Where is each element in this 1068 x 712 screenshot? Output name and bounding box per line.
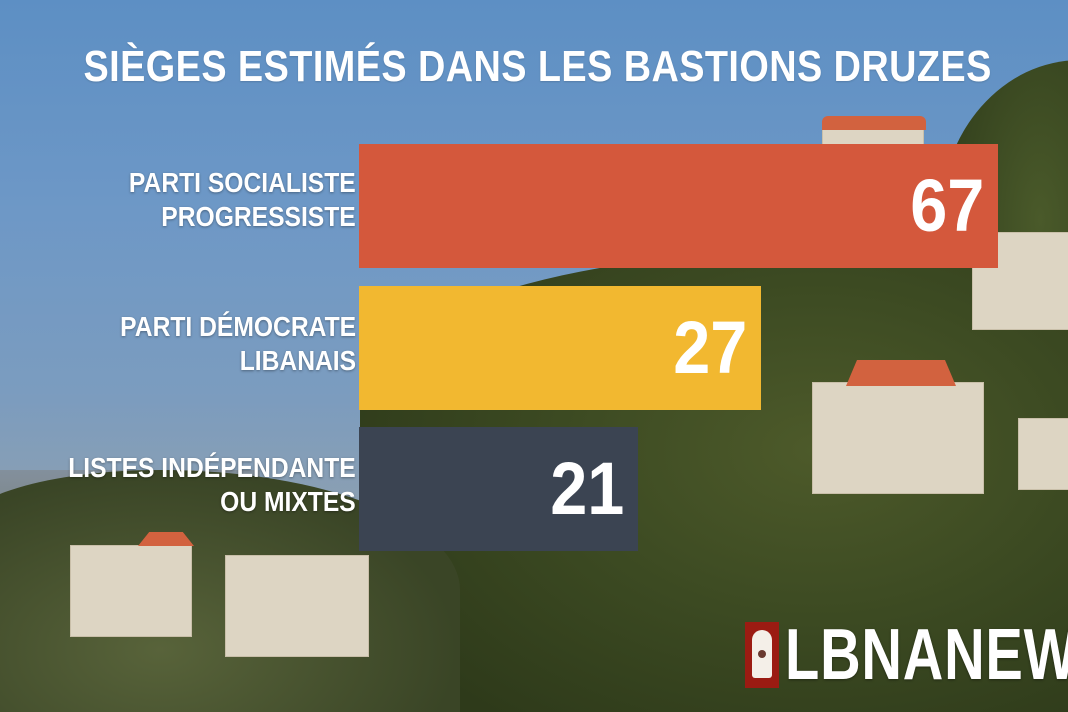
bar-label-line1: PARTI SOCIALISTE <box>129 167 356 198</box>
bar-label: PARTI DÉMOCRATE LIBANAIS <box>120 310 356 378</box>
bar-label-line2: OU MIXTES <box>220 486 356 517</box>
background-house <box>812 382 984 494</box>
bar-value: 21 <box>549 447 624 530</box>
background-roof <box>846 360 956 386</box>
bar-row-psp: PARTI SOCIALISTE PROGRESSISTE 67 <box>0 144 1068 268</box>
bar-label-line1: PARTI DÉMOCRATE <box>120 311 356 342</box>
background-house <box>1018 418 1068 490</box>
pen-nib-icon <box>745 622 779 688</box>
bar-independents: 21 <box>359 427 638 551</box>
bar-value: 27 <box>672 306 747 389</box>
bar-row-pdl: PARTI DÉMOCRATE LIBANAIS 27 <box>0 286 1068 410</box>
bar-value: 67 <box>909 164 984 247</box>
background-roof <box>138 532 194 546</box>
logo-text: LBNANEWS <box>785 615 1068 695</box>
bar-label-line2: LIBANAIS <box>239 345 356 376</box>
background-roof <box>822 116 926 130</box>
background-house <box>70 545 192 637</box>
bar-row-independents: LISTES INDÉPENDANTE OU MIXTES 21 <box>0 427 1068 551</box>
bar-pdl: 27 <box>359 286 761 410</box>
background-house <box>225 555 369 657</box>
bar-label-line1: LISTES INDÉPENDANTE <box>68 452 356 483</box>
bar-psp: 67 <box>359 144 998 268</box>
bar-label: LISTES INDÉPENDANTE OU MIXTES <box>69 451 356 519</box>
chart-title: SIÈGES ESTIMÉS DANS LES BASTIONS DRUZES <box>83 42 992 91</box>
lbnanews-logo: LBNANEWS <box>745 615 1068 695</box>
bar-label: PARTI SOCIALISTE PROGRESSISTE <box>129 166 356 234</box>
bar-label-line2: PROGRESSISTE <box>161 201 356 232</box>
